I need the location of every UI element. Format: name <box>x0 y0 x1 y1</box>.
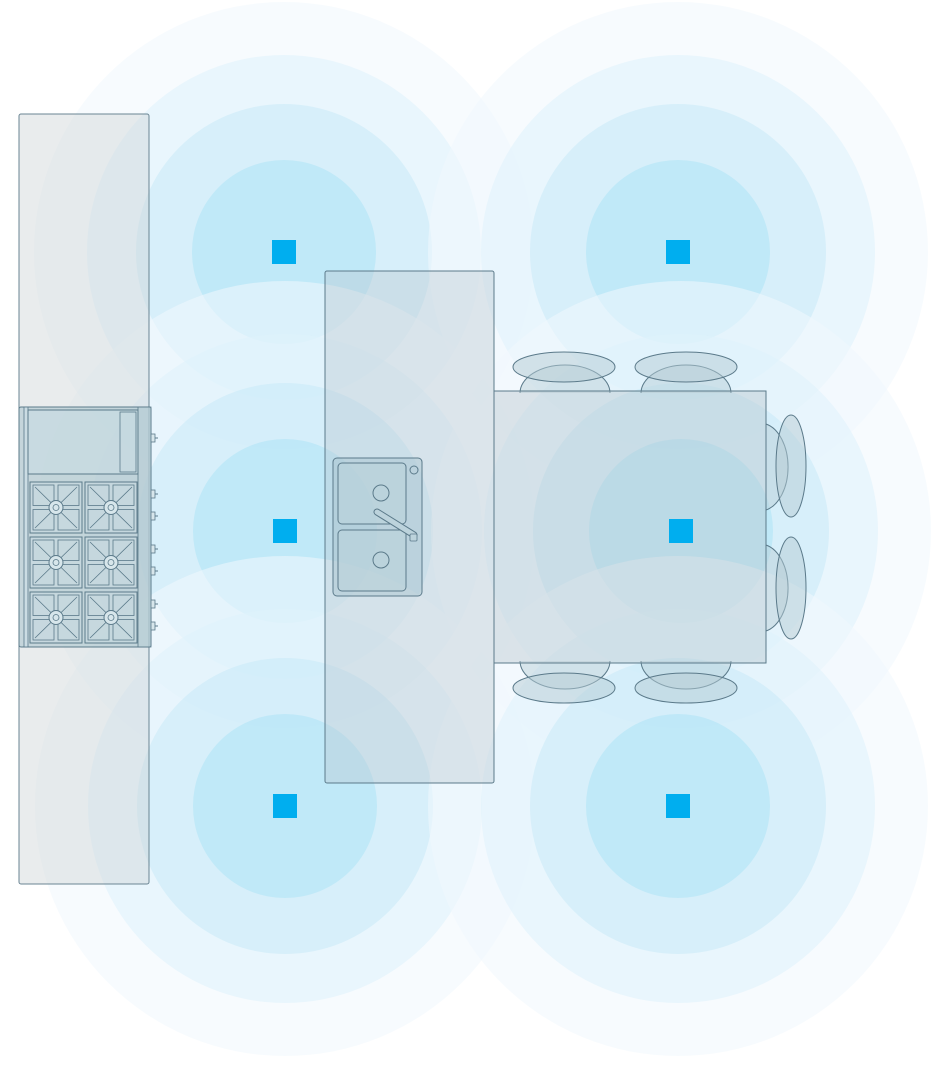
light-markers-layer <box>272 240 693 818</box>
control-knob-icon[interactable] <box>150 621 158 631</box>
chair-bottom-left <box>512 660 616 704</box>
square-light-icon[interactable] <box>273 794 297 818</box>
square-light-icon[interactable] <box>669 519 693 543</box>
square-light-icon[interactable] <box>273 519 297 543</box>
control-knobs <box>150 433 158 631</box>
chair-top-right <box>634 351 738 394</box>
soap-dispenser-icon <box>409 465 419 475</box>
chair-right-bottom <box>765 536 807 640</box>
square-light-icon[interactable] <box>666 794 690 818</box>
sink-basin-top <box>337 462 407 525</box>
control-knob-icon[interactable] <box>150 566 158 576</box>
burner-grate-icon <box>84 591 138 644</box>
dining-table <box>493 390 767 664</box>
burner-grate-icon <box>29 591 83 644</box>
dining-set <box>493 351 807 704</box>
control-knob-icon[interactable] <box>150 489 158 499</box>
control-knob-icon[interactable] <box>150 511 158 521</box>
griddle <box>27 409 139 475</box>
drain-bottom-icon <box>372 551 390 569</box>
burner-grate-icon <box>84 536 138 589</box>
drain-top-icon <box>372 484 390 502</box>
control-knob-icon[interactable] <box>150 544 158 554</box>
double-sink-icon <box>332 457 423 597</box>
burner-grate-icon <box>84 481 138 534</box>
control-knob-icon[interactable] <box>150 599 158 609</box>
chair-bottom-right <box>634 660 738 704</box>
square-light-icon[interactable] <box>666 240 690 264</box>
sink-basin-bottom <box>337 529 407 592</box>
chair-top-left <box>512 351 616 394</box>
chair-right-top <box>765 414 807 518</box>
griddle-edge <box>119 411 137 473</box>
control-knob-icon[interactable] <box>150 433 158 443</box>
control-strip <box>137 406 152 648</box>
burner-grid <box>29 481 138 644</box>
range-backsplash-left <box>23 406 29 648</box>
gas-range <box>18 406 158 648</box>
burner-grate-icon <box>29 481 83 534</box>
square-light-icon[interactable] <box>272 240 296 264</box>
faucet-icon <box>373 508 418 542</box>
burner-grate-icon <box>29 536 83 589</box>
